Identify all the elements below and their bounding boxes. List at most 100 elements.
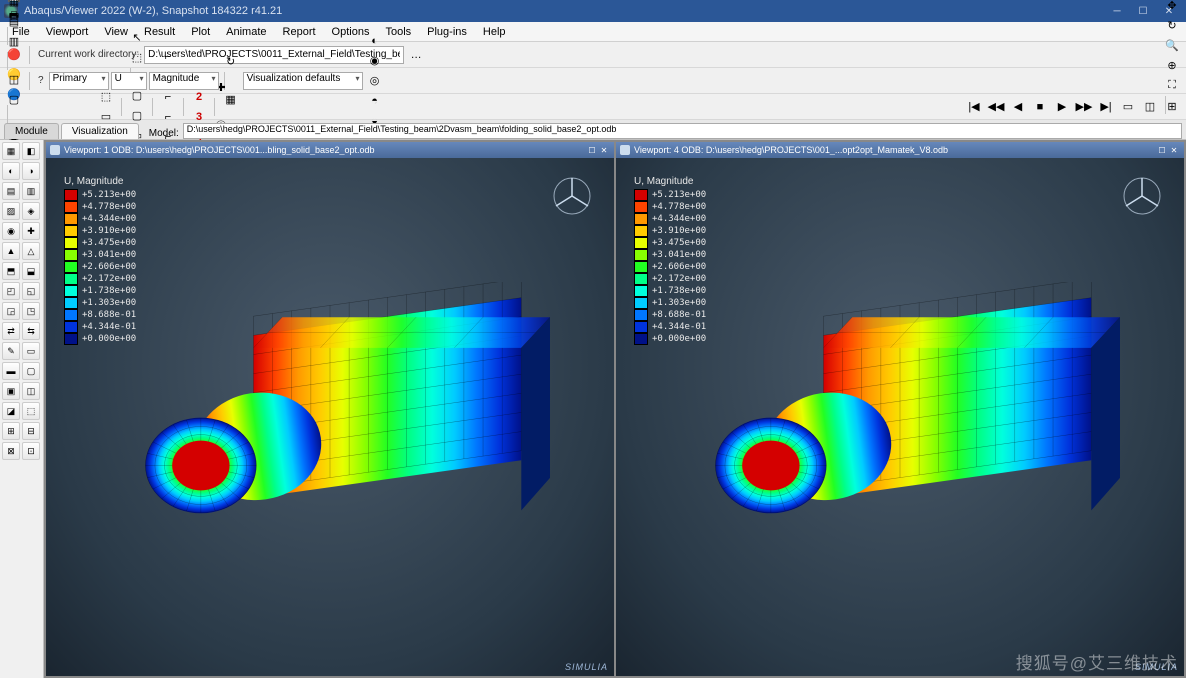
legend-swatch: [634, 201, 648, 213]
side-tool-9[interactable]: ✚: [22, 222, 40, 240]
viewport-2-max[interactable]: ☐: [1156, 144, 1168, 156]
component-dropdown[interactable]: Magnitude: [149, 72, 219, 90]
maximize-button[interactable]: ☐: [1130, 1, 1156, 21]
side-tool-22[interactable]: ▬: [2, 362, 20, 380]
viewport-1-canvas[interactable]: U, Magnitude +5.213e+00+4.778e+00+4.344e…: [46, 158, 614, 676]
viewport-1-close[interactable]: ✕: [598, 144, 610, 156]
r3c-btn-2[interactable]: ⌐: [158, 87, 178, 107]
tb2d-btn-1[interactable]: ◉: [365, 51, 385, 71]
tb2d-btn-0[interactable]: ◐: [365, 31, 385, 51]
side-tool-25[interactable]: ◫: [22, 382, 40, 400]
side-tool-23[interactable]: ▢: [22, 362, 40, 380]
side-tool-26[interactable]: ◪: [2, 402, 20, 420]
playback-6[interactable]: ▶|: [1096, 97, 1116, 117]
nav-btn-4[interactable]: ⛶: [1162, 76, 1182, 96]
side-tool-6[interactable]: ▨: [2, 202, 20, 220]
menu-plot[interactable]: Plot: [183, 26, 218, 38]
side-tool-28[interactable]: ⊞: [2, 422, 20, 440]
brand-1: SIMULIA: [565, 662, 608, 672]
side-tool-3[interactable]: ◑: [22, 162, 40, 180]
side-tool-8[interactable]: ◉: [2, 222, 20, 240]
side-tool-17[interactable]: ◳: [22, 302, 40, 320]
tab-module[interactable]: Module: [4, 123, 59, 139]
tb2a-btn-8[interactable]: ▥: [4, 32, 24, 52]
viewport-2-canvas[interactable]: U, Magnitude +5.213e+00+4.778e+00+4.344e…: [616, 158, 1184, 676]
side-tool-10[interactable]: ▲: [2, 242, 20, 260]
tb2a-btn-11[interactable]: ▢: [4, 90, 24, 110]
variable-dropdown[interactable]: U: [111, 72, 147, 90]
playback-0[interactable]: |◀: [964, 97, 984, 117]
side-tool-0[interactable]: ▦: [2, 142, 20, 160]
tb2d-btn-3[interactable]: ◓: [365, 91, 385, 111]
side-tool-29[interactable]: ⊟: [22, 422, 40, 440]
menu-animate[interactable]: Animate: [218, 26, 274, 38]
side-tool-31[interactable]: ⊡: [22, 442, 40, 460]
triad-2[interactable]: [1118, 172, 1166, 220]
minimize-button[interactable]: ─: [1104, 1, 1130, 21]
viewport-1-titlebar[interactable]: Viewport: 1 ODB: D:\users\hedg\PROJECTS\…: [46, 142, 614, 158]
side-toolbox: ▦◧◐◑▤▥▨◈◉✚▲△⬒⬓◰◱◲◳⇄⇆✎▭▬▢▣◫◪⬚⊞⊟⊠⊡: [0, 140, 44, 678]
side-tool-24[interactable]: ▣: [2, 382, 20, 400]
nav-btn-1[interactable]: ↻: [1162, 16, 1182, 36]
r3b-btn-1[interactable]: ⬚: [127, 48, 147, 68]
side-tool-13[interactable]: ⬓: [22, 262, 40, 280]
tb2d-btn-2[interactable]: ◎: [365, 71, 385, 91]
viewport-2[interactable]: Viewport: 4 ODB: D:\users\hedg\PROJECTS\…: [616, 142, 1184, 676]
playback-5[interactable]: ▶▶: [1074, 97, 1094, 117]
viewport-1-max[interactable]: ☐: [586, 144, 598, 156]
side-tool-21[interactable]: ▭: [22, 342, 40, 360]
side-tool-2[interactable]: ◐: [2, 162, 20, 180]
layout-2-button[interactable]: ◫: [1140, 97, 1160, 117]
r3c-btn-0[interactable]: ⌐: [158, 47, 178, 67]
playback-3[interactable]: ■: [1030, 97, 1050, 117]
nav-btn-0[interactable]: ✥: [1162, 0, 1182, 16]
side-tool-15[interactable]: ◱: [22, 282, 40, 300]
playback-1[interactable]: ◀◀: [986, 97, 1006, 117]
side-tool-7[interactable]: ◈: [22, 202, 40, 220]
nav-btn-3[interactable]: ⊕: [1162, 56, 1182, 76]
viewport-2-close[interactable]: ✕: [1168, 144, 1180, 156]
side-tool-18[interactable]: ⇄: [2, 322, 20, 340]
side-tool-20[interactable]: ✎: [2, 342, 20, 360]
vis-defaults-dropdown[interactable]: Visualization defaults: [243, 72, 363, 90]
menu-report[interactable]: Report: [275, 26, 324, 38]
tab-visualization[interactable]: Visualization: [61, 123, 139, 139]
tb2c-btn-0[interactable]: ↻: [221, 52, 241, 72]
menu-plug-ins[interactable]: Plug-ins: [419, 26, 475, 38]
tb2a-btn-10[interactable]: ◫: [4, 70, 24, 90]
playback-2[interactable]: ◀: [1008, 97, 1028, 117]
side-tool-1[interactable]: ◧: [22, 142, 40, 160]
playback-4[interactable]: ▶: [1052, 97, 1072, 117]
menu-help[interactable]: Help: [475, 26, 514, 38]
triad-1[interactable]: [548, 172, 596, 220]
side-tool-4[interactable]: ▤: [2, 182, 20, 200]
legend-swatch: [634, 333, 648, 345]
r3b-btn-0[interactable]: ↖: [127, 28, 147, 48]
layout-1-button[interactable]: ▭: [1118, 97, 1138, 117]
side-tool-27[interactable]: ⬚: [22, 402, 40, 420]
viewport-2-titlebar[interactable]: Viewport: 4 ODB: D:\users\hedg\PROJECTS\…: [616, 142, 1184, 158]
fea-model-1[interactable]: [110, 282, 550, 582]
side-tool-5[interactable]: ▥: [22, 182, 40, 200]
browse-button[interactable]: …: [406, 45, 426, 65]
side-tool-14[interactable]: ◰: [2, 282, 20, 300]
tb2a-btn-7[interactable]: ▤: [4, 12, 24, 32]
tb2a-btn-6[interactable]: ▦: [4, 0, 24, 12]
layout-4-button[interactable]: ⊞: [1162, 97, 1182, 117]
view-num-2[interactable]: 2: [189, 87, 209, 107]
side-tool-19[interactable]: ⇆: [22, 322, 40, 340]
menu-viewport[interactable]: Viewport: [38, 26, 97, 38]
primary-dropdown[interactable]: Primary: [49, 72, 109, 90]
r3a-btn-0[interactable]: ⬚: [96, 87, 116, 107]
legend-swatch: [634, 285, 648, 297]
side-tool-30[interactable]: ⊠: [2, 442, 20, 460]
nav-btn-2[interactable]: 🔍: [1162, 36, 1182, 56]
viewport-1[interactable]: Viewport: 1 ODB: D:\users\hedg\PROJECTS\…: [46, 142, 614, 676]
legend-value: +4.344e+00: [82, 214, 136, 224]
side-tool-12[interactable]: ⬒: [2, 262, 20, 280]
side-tool-11[interactable]: △: [22, 242, 40, 260]
model-path[interactable]: D:\users\hedg\PROJECTS\0011_External_Fie…: [183, 123, 1182, 139]
fea-model-2[interactable]: [680, 282, 1120, 582]
side-tool-16[interactable]: ◲: [2, 302, 20, 320]
r3c-btn-3[interactable]: ⌐: [158, 107, 178, 127]
